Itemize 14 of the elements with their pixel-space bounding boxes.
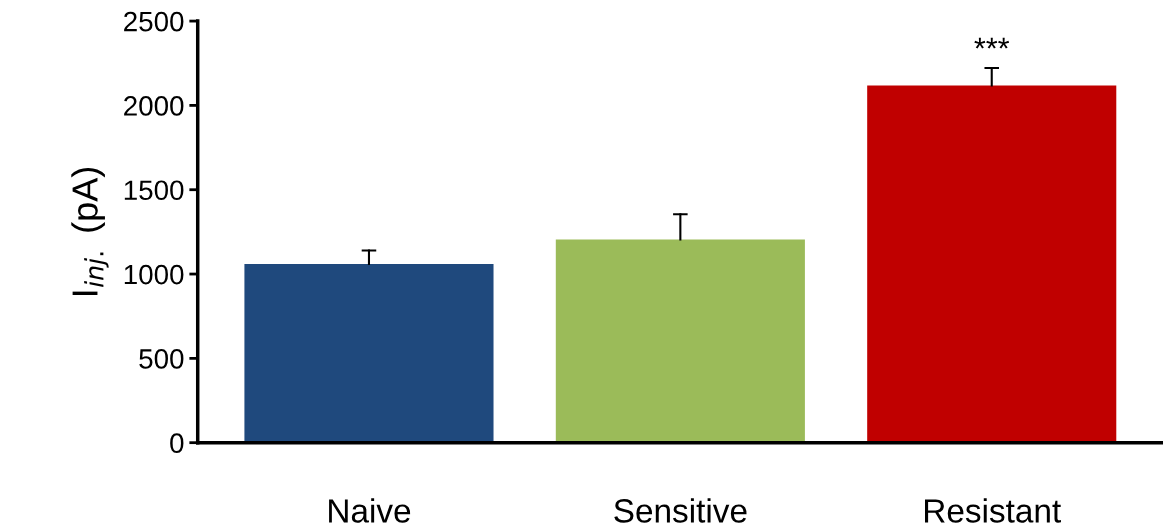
bar: [244, 263, 494, 443]
annotation: ***: [974, 37, 1010, 49]
x-tick-label: Sensitive: [614, 498, 747, 523]
y-tick-label: 2500: [124, 11, 184, 32]
y-tick-label: 500: [139, 349, 184, 369]
y-tick-label: 1000: [124, 264, 184, 285]
y-axis-title: I$_{inj.}$ (pA): [71, 167, 109, 295]
bar: [555, 239, 805, 443]
x-tick-label: Resistant: [925, 498, 1061, 523]
x-tick-label: Naive: [329, 498, 411, 523]
bar: [867, 85, 1117, 443]
y-tick-label: 2000: [124, 96, 184, 116]
y-tick-label: 1500: [124, 180, 184, 201]
y-tick-label: 0: [170, 433, 184, 454]
